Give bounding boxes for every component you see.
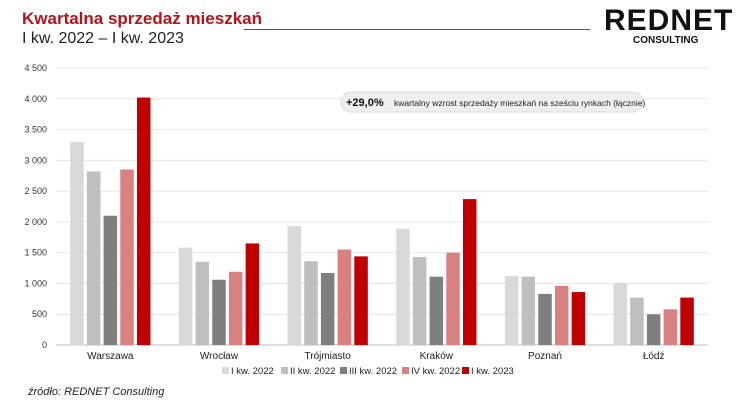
legend-label: I kw. 2023	[471, 366, 514, 377]
legend-label: II kw. 2022	[290, 366, 335, 377]
x-tick-label: Warszawa	[87, 351, 134, 362]
bar	[70, 141, 84, 345]
annotation-text: kwartalny wzrost sprzedaży mieszkań na s…	[394, 98, 645, 108]
annotation-box	[340, 91, 644, 113]
x-tick-label: Poznań	[528, 351, 562, 362]
y-tick-label: 500	[32, 309, 47, 319]
source-note: źródło: REDNET Consulting	[28, 386, 165, 398]
legend-label: IV kw. 2022	[411, 366, 460, 377]
bar	[86, 171, 101, 345]
y-tick-label: 0	[42, 340, 47, 350]
bar	[613, 282, 628, 345]
bar	[680, 297, 694, 345]
legend-swatch	[222, 367, 229, 374]
x-tick-label: Trójmiasto	[305, 351, 352, 362]
legend-label: III kw. 2022	[349, 366, 397, 377]
bar	[195, 261, 210, 345]
legend-swatch	[462, 367, 469, 374]
title-divider	[244, 29, 590, 30]
bar	[504, 276, 519, 345]
bar	[354, 256, 368, 345]
bar	[136, 97, 151, 346]
bar	[120, 169, 134, 345]
x-tick-label: Łódź	[643, 351, 665, 362]
bar	[630, 297, 644, 345]
bar	[521, 276, 536, 345]
x-tick-label: Kraków	[420, 351, 454, 362]
x-tick-label: Wrocław	[200, 351, 239, 362]
legend-swatch	[340, 367, 347, 374]
rednet-logo: REDNET	[604, 4, 734, 37]
bar	[646, 314, 661, 345]
y-tick-label: 3 000	[24, 155, 47, 165]
bar	[554, 285, 569, 345]
chart-subtitle: I kw. 2022 – I kw. 2023	[22, 30, 184, 47]
y-tick-label: 2 500	[24, 186, 47, 196]
y-tick-label: 2 000	[24, 217, 47, 227]
y-tick-label: 1 000	[24, 278, 47, 288]
bar	[538, 293, 552, 345]
annotation-value: +29,0%	[346, 97, 384, 109]
bar	[337, 249, 352, 345]
bar	[462, 199, 477, 345]
bar	[178, 247, 193, 345]
bar	[103, 215, 118, 345]
bar	[663, 309, 678, 345]
bar	[304, 261, 318, 345]
bars	[70, 97, 694, 346]
y-axis: 0 500 1 000 1 500 2 000 2 500 3 000 3 500 4 000 4…	[24, 63, 47, 350]
y-tick-label: 1 500	[24, 248, 47, 258]
bar	[412, 256, 427, 345]
bar	[287, 226, 302, 345]
legend-label: I kw. 2022	[231, 366, 274, 377]
bar	[320, 272, 335, 345]
legend-swatch	[402, 367, 409, 374]
chart-title: Kwartalna sprzedaż mieszkań	[22, 9, 262, 28]
legend: I kw. 2022 II kw. 2022 III kw. 2022 IV kw. …	[222, 366, 514, 377]
y-tick-label: 4 000	[24, 94, 47, 104]
rednet-logo-subtitle: CONSULTING	[633, 35, 699, 46]
bar	[228, 271, 243, 345]
y-tick-label: 3 500	[24, 125, 47, 135]
bar	[446, 252, 460, 345]
bar	[571, 292, 586, 345]
legend-swatch	[281, 367, 288, 374]
bar	[429, 276, 444, 345]
x-axis: Warszawa Wrocław Trójmiasto Kraków Poznań Łód…	[87, 351, 664, 362]
bar	[245, 243, 260, 345]
bar	[396, 228, 410, 345]
y-tick-label: 4 500	[24, 63, 47, 73]
gridlines	[56, 67, 708, 346]
bar	[212, 279, 226, 345]
growth-annotation: +29,0% kwartalny wzrost sprzedaży mieszka…	[340, 91, 645, 113]
